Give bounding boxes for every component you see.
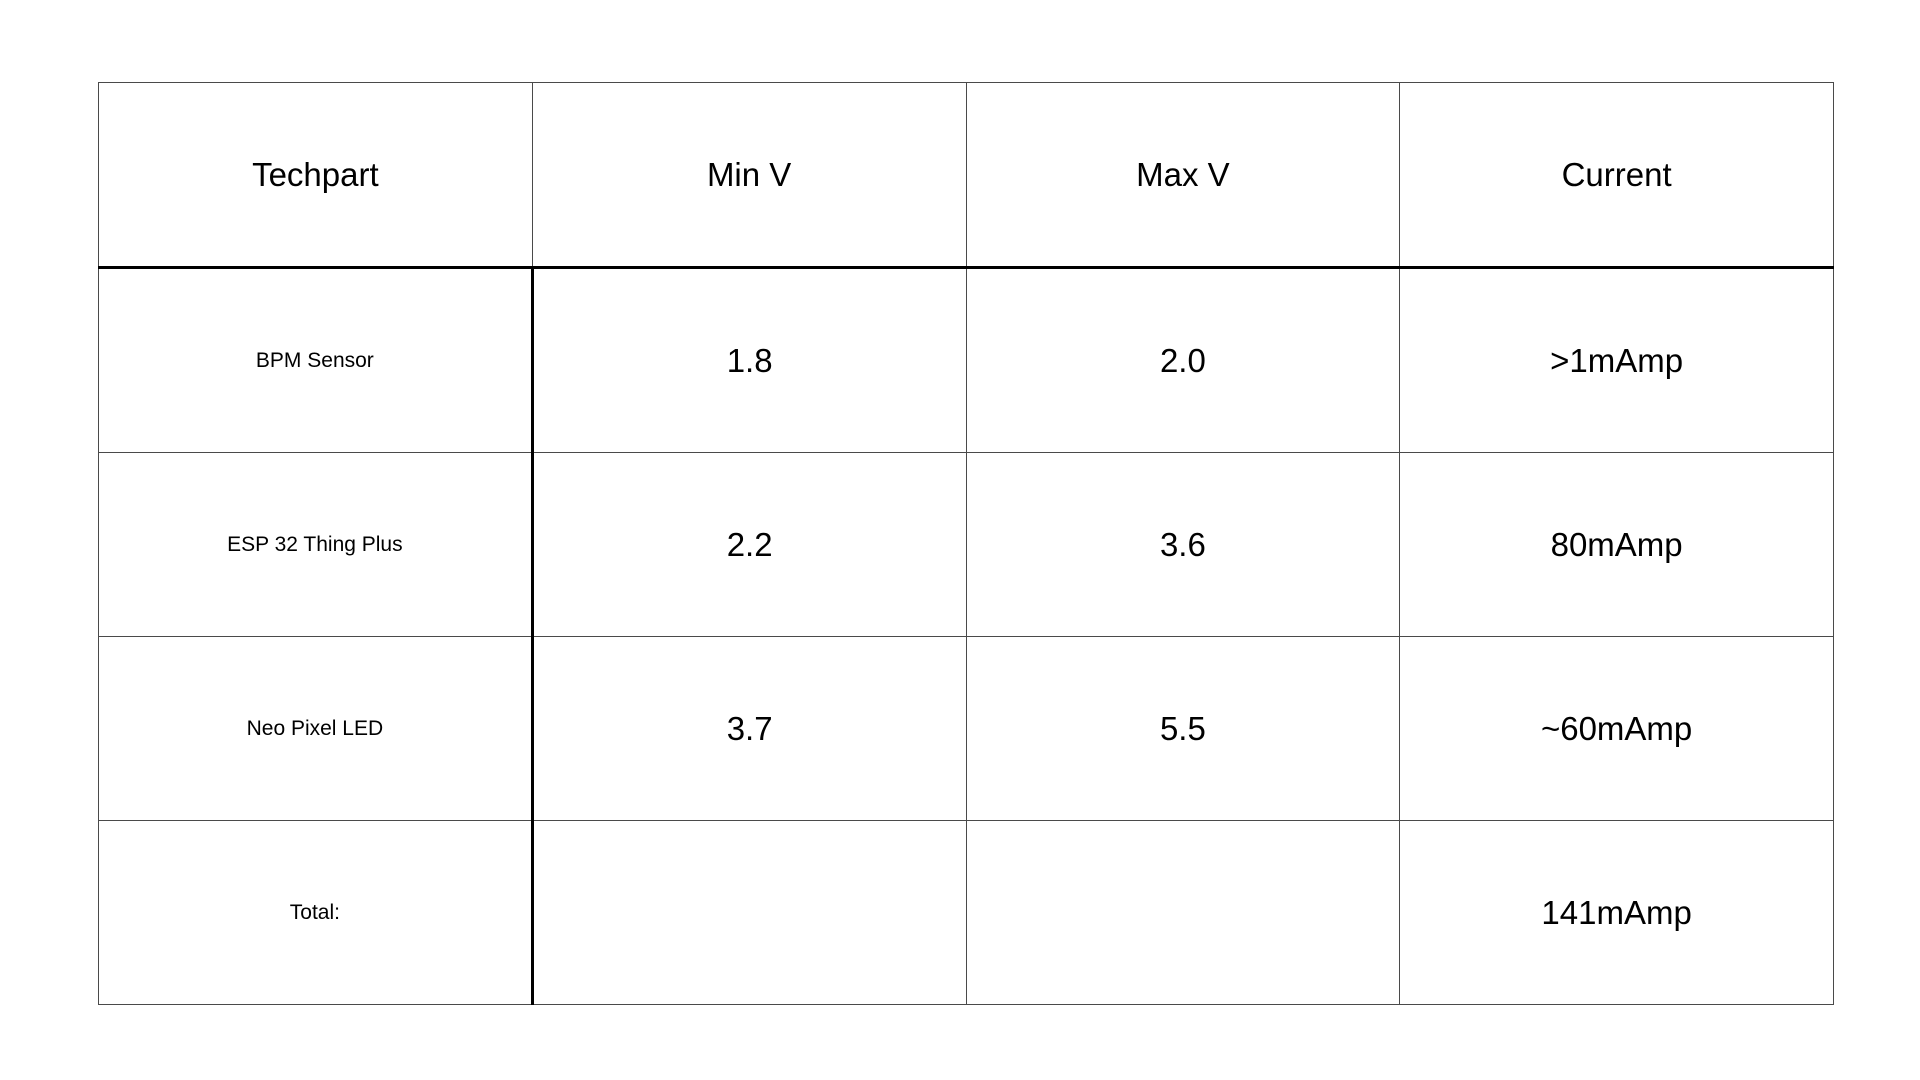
cell-max-v: 5.5 [965,636,1401,821]
cell-techpart: Neo Pixel LED [98,636,534,821]
cell-total-current: 141mAmp [1399,820,1834,1005]
table-row: ESP 32 Thing Plus 2.2 3.6 80mAmp [98,452,1834,637]
cell-current: 80mAmp [1399,452,1834,637]
cell-techpart: BPM Sensor [98,267,534,453]
power-table: Techpart Min V Max V Current BPM Sensor … [98,82,1834,1005]
cell-techpart: ESP 32 Thing Plus [98,452,534,637]
table-row: Neo Pixel LED 3.7 5.5 ~60mAmp [98,636,1834,821]
cell-min-v: 1.8 [531,267,967,453]
cell-min-v [531,820,967,1005]
cell-max-v: 2.0 [965,267,1401,453]
header-techpart: Techpart [98,82,533,269]
cell-max-v [965,820,1401,1005]
header-current: Current [1399,82,1834,269]
cell-current: ~60mAmp [1399,636,1834,821]
cell-total-label: Total: [98,820,534,1005]
cell-min-v: 3.7 [531,636,967,821]
header-min-v: Min V [531,82,967,269]
table-row: BPM Sensor 1.8 2.0 >1mAmp [98,267,1834,453]
cell-min-v: 2.2 [531,452,967,637]
total-row: Total: 141mAmp [98,820,1834,1005]
header-row: Techpart Min V Max V Current [98,82,1834,269]
header-max-v: Max V [965,82,1401,269]
cell-max-v: 3.6 [965,452,1401,637]
cell-current: >1mAmp [1399,267,1834,453]
